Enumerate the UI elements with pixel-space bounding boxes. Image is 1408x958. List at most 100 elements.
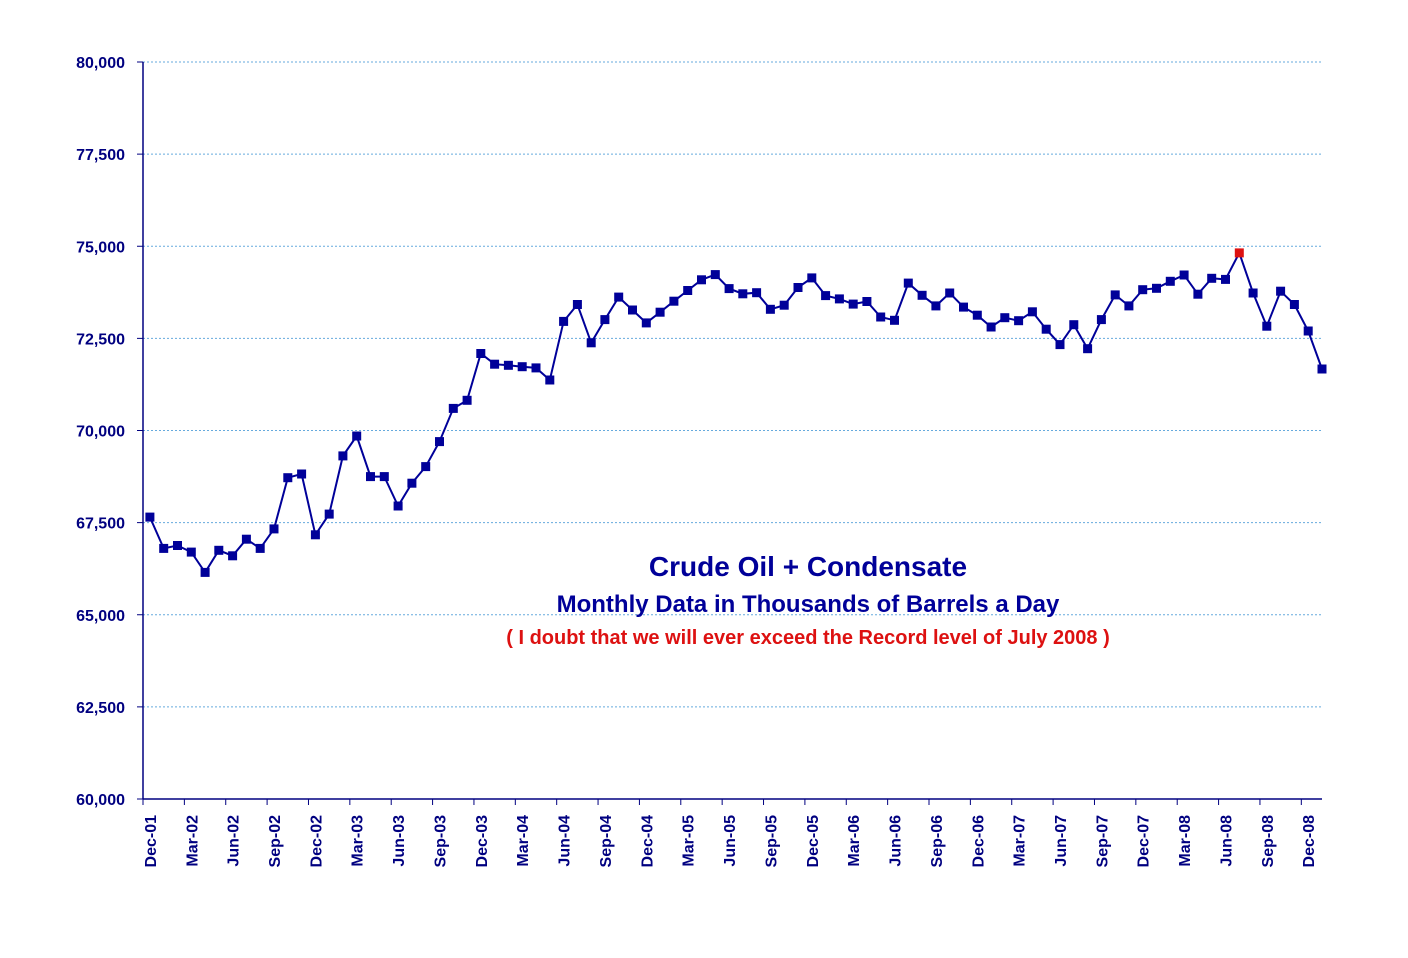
x-tick-label: Sep-08 (1260, 815, 1277, 868)
data-point-marker (338, 451, 348, 461)
x-tick-label: Sep-05 (763, 815, 780, 868)
x-tick-label: Mar-08 (1177, 815, 1194, 867)
data-point-marker (545, 375, 555, 385)
data-point-marker (821, 291, 831, 301)
data-point-marker (1055, 340, 1065, 350)
gridlines (143, 61, 1322, 708)
data-point-marker (614, 292, 624, 302)
y-tick-label: 62,500 (76, 700, 125, 717)
x-tick-label: Jun-05 (722, 815, 739, 867)
y-tick-label: 67,500 (76, 516, 125, 533)
data-point-marker (200, 567, 210, 577)
data-point-marker (1262, 321, 1272, 331)
x-tick-label: Dec-01 (143, 815, 160, 868)
x-tick-label: Mar-04 (515, 815, 532, 867)
data-point-marker (531, 363, 541, 373)
x-tick-label: Dec-06 (970, 815, 987, 868)
data-point-marker (1221, 274, 1230, 284)
data-point-marker (1276, 286, 1286, 296)
x-tick-label: Sep-03 (432, 815, 449, 868)
y-axis: 60,000 62,500 65,000 67,500 70,000 72,500 75,0… (76, 55, 144, 809)
chart-title: Crude Oil + Condensate (649, 551, 967, 582)
x-tick-label: Dec-04 (639, 815, 656, 868)
data-point-marker (945, 288, 955, 298)
x-tick-label: Mar-03 (350, 815, 367, 867)
data-point-marker (972, 310, 982, 320)
data-point-marker (1179, 270, 1189, 280)
y-tick-label: 70,000 (76, 424, 125, 441)
data-point-marker (779, 300, 789, 310)
data-point-marker (903, 278, 913, 288)
x-tick-label: Mar-05 (681, 815, 698, 867)
x-tick-label: Jun-08 (1218, 815, 1235, 867)
data-point-marker (1165, 276, 1175, 286)
data-point-marker (310, 530, 320, 540)
data-point-marker (517, 362, 527, 372)
x-tick-label: Sep-04 (598, 815, 615, 868)
data-point-marker (1317, 364, 1327, 374)
data-point-marker (297, 469, 307, 479)
data-point-marker (1289, 300, 1299, 309)
data-point-marker (435, 437, 444, 447)
x-axis: Dec-01 Mar-02 Jun-02 Sep-02 Dec-02 Mar-03 Jun-… (142, 798, 1322, 868)
data-point-marker (1303, 326, 1313, 336)
chart-annotation: ( I doubt that we will ever exceed the R… (506, 627, 1110, 649)
data-point-marker (641, 318, 651, 328)
data-point-marker (1110, 290, 1120, 300)
x-tick-label: Jun-03 (391, 815, 408, 867)
data-point-marker (710, 270, 720, 280)
x-tick-label: Dec-08 (1301, 815, 1318, 868)
data-point-marker (269, 524, 279, 534)
y-tick-label: 72,500 (76, 331, 125, 348)
x-tick-label: Dec-05 (805, 815, 822, 868)
data-point-marker (600, 315, 610, 325)
data-point-marker (683, 286, 693, 295)
data-point-marker (628, 305, 637, 315)
data-point-marker (655, 307, 665, 317)
data-point-marker (862, 297, 872, 306)
data-point-marker (1138, 285, 1148, 295)
data-point-marker (752, 288, 762, 298)
data-point-marker (890, 315, 899, 325)
data-point-marker (228, 551, 238, 561)
record-point-marker (1234, 248, 1244, 258)
data-point-marker (1083, 344, 1093, 354)
x-tick-label: Dec-02 (308, 815, 325, 868)
x-tick-label: Sep-02 (267, 815, 284, 868)
x-tick-label: Mar-07 (1012, 815, 1029, 867)
data-point-marker (1096, 315, 1106, 325)
x-tick-label: Sep-07 (1094, 815, 1111, 868)
data-point-marker (1000, 313, 1010, 323)
x-tick-label: Mar-02 (184, 815, 201, 867)
x-tick-label: Dec-07 (1136, 815, 1153, 868)
x-tick-label: Dec-03 (474, 815, 491, 868)
data-point-marker (1041, 324, 1051, 334)
data-point-marker (1248, 288, 1258, 298)
data-point-marker (352, 431, 362, 441)
data-point-marker (738, 289, 748, 299)
data-point-marker (765, 304, 775, 314)
data-point-marker (366, 472, 375, 482)
data-point-marker (186, 547, 196, 557)
data-point-marker (848, 299, 858, 309)
data-point-marker (255, 543, 265, 553)
data-point-marker (931, 301, 941, 311)
data-point-marker (1014, 316, 1024, 326)
data-point-marker (1069, 320, 1079, 330)
data-point-marker (283, 473, 293, 483)
x-tick-label: Sep-06 (929, 815, 946, 868)
x-tick-label: Jun-06 (888, 815, 905, 867)
data-point-marker (697, 275, 706, 285)
data-point-marker (1193, 289, 1203, 299)
series-line (148, 250, 1323, 575)
data-point-marker (490, 359, 500, 369)
data-point-marker (448, 403, 458, 413)
y-tick-label: 80,000 (76, 55, 125, 72)
x-tick-label: Jun-02 (226, 815, 243, 867)
data-point-marker (1152, 283, 1161, 293)
data-point-marker (917, 290, 927, 300)
chart-subtitle: Monthly Data in Thousands of Barrels a D… (557, 591, 1060, 618)
data-point-marker (503, 360, 513, 370)
y-tick-label: 65,000 (76, 608, 125, 625)
data-point-marker (559, 316, 569, 326)
